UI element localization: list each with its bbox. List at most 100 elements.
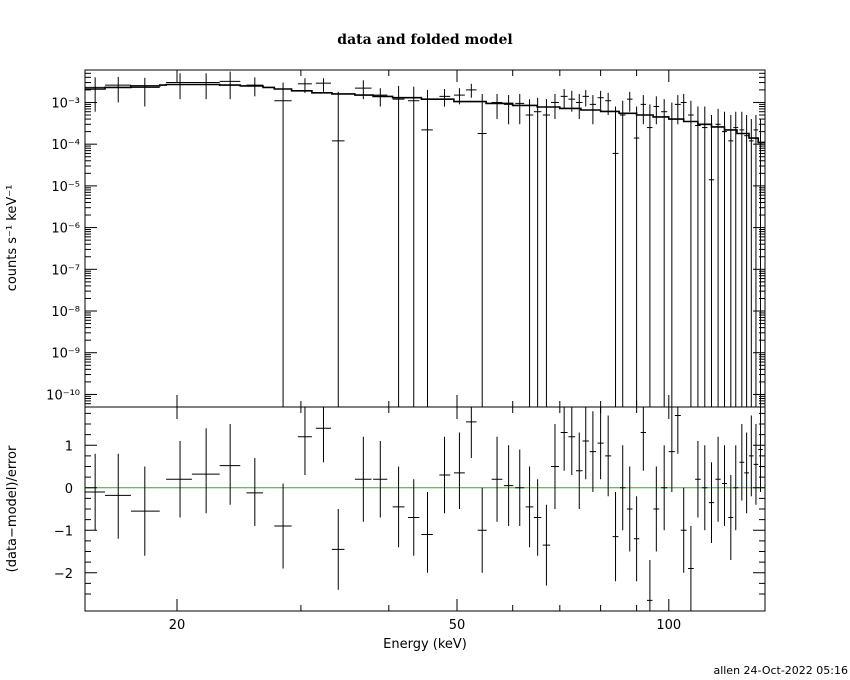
spectrum-point [85, 77, 105, 112]
spectrum-point [748, 119, 754, 407]
residual-point [297, 407, 312, 475]
x-tick-label: 50 [449, 618, 466, 633]
residual-point [453, 432, 465, 509]
residual-point [633, 496, 640, 582]
residual-point [758, 407, 763, 492]
spectrum-point [331, 91, 345, 407]
spectrum-point [392, 85, 405, 407]
spectrum-point [646, 104, 653, 407]
spectrum-point [466, 83, 477, 98]
residual-point [408, 479, 420, 556]
model-curve-path [85, 83, 765, 144]
spectrum-point [219, 71, 241, 100]
spectrum-point [612, 106, 619, 407]
spectrum-point [688, 100, 694, 407]
residual-point [653, 466, 660, 552]
spectrum-point [477, 93, 487, 407]
spectrum-point [674, 95, 681, 125]
residual-point [646, 560, 653, 611]
residual-y-tick-label: −1 [54, 524, 73, 539]
spectrum-point [702, 106, 708, 407]
spectrum-point [733, 111, 739, 407]
residual-point [575, 432, 583, 509]
residual-point [626, 466, 633, 552]
spectrum-y-tick-label: 10⁻⁷ [51, 263, 80, 278]
residual-point [733, 445, 739, 531]
residual-point [315, 407, 331, 463]
residual-point [104, 453, 131, 539]
residual-point [274, 483, 292, 569]
residual-point [674, 407, 681, 454]
chart-title: data and folded model [337, 32, 512, 48]
spectrum-point [421, 89, 433, 407]
residual-axis-ticks: −2 −1 0 1 [54, 412, 765, 595]
spectrum-point [525, 99, 534, 407]
spectrum-y-tick-label: 10⁻⁵ [51, 180, 80, 195]
spectrum-point [503, 95, 514, 125]
residual-y-tick-label: 0 [65, 482, 73, 497]
spectrum-point [708, 115, 715, 407]
spectrum-point [315, 78, 331, 92]
spectrum-point [274, 82, 292, 407]
spectrum-point [605, 92, 612, 116]
residual-ylabel: (data−model)/error [5, 445, 20, 572]
spectrum-point [739, 111, 745, 407]
model-step-curve [85, 83, 765, 144]
spectrum-data-points [85, 71, 763, 407]
x-axis-label: Energy (keV) [383, 637, 467, 652]
spectrum-point [626, 91, 633, 112]
residual-y-tick-label: 1 [65, 439, 73, 454]
spectrum-point [166, 73, 192, 100]
residual-point [753, 424, 759, 505]
spectrum-point [515, 93, 525, 125]
residual-point [421, 492, 433, 573]
spectrum-point [560, 89, 568, 109]
spectrum-point [582, 89, 589, 107]
residual-point [688, 526, 694, 611]
spectrum-point [661, 99, 668, 407]
residual-point [739, 424, 745, 501]
spectrum-point [680, 93, 687, 120]
spectrum-point [695, 106, 701, 407]
residual-point [542, 504, 551, 586]
residual-point [373, 441, 388, 518]
spectrum-y-tick-label: 10⁻¹⁰ [46, 388, 80, 403]
spectrum-point [453, 88, 465, 105]
footer-stamp: allen 24-Oct-2022 05:16 [713, 664, 848, 677]
residual-point [560, 407, 568, 471]
spectrum-point [130, 77, 160, 107]
spectrum-ylabel: counts s⁻¹ keV⁻¹ [5, 185, 20, 292]
residual-point [695, 441, 701, 518]
spectrum-point [721, 111, 728, 407]
residual-point [491, 436, 503, 522]
spectrum-point [653, 96, 660, 125]
spectrum-point [753, 115, 759, 407]
spectrum-y-tick-label: 10⁻⁶ [51, 222, 80, 237]
residual-point [439, 436, 451, 514]
residual-point [640, 407, 646, 471]
residual-point [392, 466, 405, 548]
spectrum-point [542, 99, 551, 407]
spectrum-point [550, 93, 559, 120]
spectrum-point [744, 115, 749, 407]
spectrum-y-tick-label: 10⁻⁴ [51, 138, 80, 153]
spectrum-point [297, 78, 312, 93]
spectrum-point [619, 100, 626, 407]
residual-point [748, 415, 754, 497]
spectrum-point [640, 95, 646, 125]
residual-point [246, 458, 263, 526]
residual-point [219, 424, 241, 505]
spectrum-frame [84, 69, 766, 408]
residual-point [680, 487, 687, 573]
spectrum-point [439, 89, 451, 107]
residual-point [721, 445, 728, 526]
residual-point [466, 407, 477, 458]
spectrum-point [104, 76, 131, 103]
spectrum-point [491, 93, 503, 120]
spectrum-point [373, 88, 388, 107]
spectrum-point [568, 90, 576, 112]
residual-data-points [85, 407, 763, 611]
x-tick-label: 100 [656, 618, 681, 633]
residual-point [589, 411, 596, 492]
